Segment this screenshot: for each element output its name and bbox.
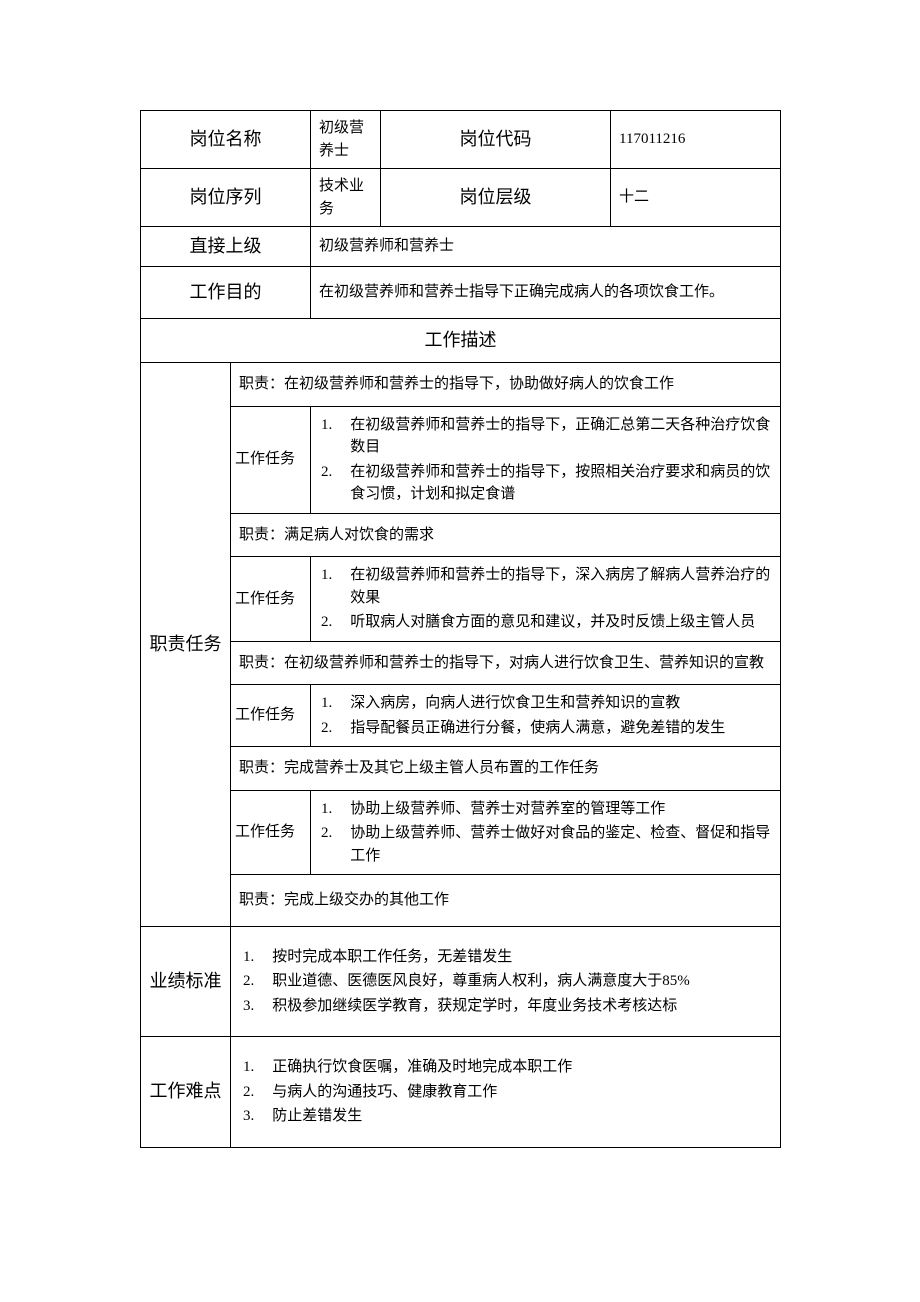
responsibility-4-title: 职责：完成营养士及其它上级主管人员布置的工作任务 [231,747,781,791]
task-label-2: 工作任务 [231,557,311,642]
position-name-label: 岗位名称 [141,111,311,169]
position-level-label: 岗位层级 [381,169,611,227]
responsibility-1-tasks: 1.在初级营养师和营养士的指导下，正确汇总第二天各种治疗饮食数目 2.在初级营养… [311,406,781,513]
responsibility-5-title: 职责：完成上级交办的其他工作 [231,875,781,927]
responsibility-3-title: 职责：在初级营养师和营养士的指导下，对病人进行饮食卫生、营养知识的宣教 [231,641,781,685]
purpose-label: 工作目的 [141,267,311,319]
position-code-label: 岗位代码 [381,111,611,169]
task-label-1: 工作任务 [231,406,311,513]
position-series-label: 岗位序列 [141,169,311,227]
responsibility-4-tasks: 1.协助上级营养师、营养士对营养室的管理等工作 2.协助上级营养师、营养士做好对… [311,790,781,875]
responsibility-2-tasks: 1.在初级营养师和营养士的指导下，深入病房了解病人营养治疗的效果 2.听取病人对… [311,557,781,642]
supervisor-label: 直接上级 [141,227,311,267]
job-description-document: 岗位名称 初级营养士 岗位代码 117011216 岗位序列 技术业务 岗位层级… [140,110,780,1148]
task-label-3: 工作任务 [231,685,311,747]
position-level-value: 十二 [611,169,781,227]
position-code-value: 117011216 [611,111,781,169]
job-table: 岗位名称 初级营养士 岗位代码 117011216 岗位序列 技术业务 岗位层级… [140,110,781,1148]
responsibility-1-title: 职责：在初级营养师和营养士的指导下，协助做好病人的饮食工作 [231,363,781,407]
position-name-value: 初级营养士 [311,111,381,169]
performance-items: 1.按时完成本职工作任务，无差错发生 2.职业道德、医德医风良好，尊重病人权利，… [231,926,781,1037]
supervisor-value: 初级营养师和营养士 [311,227,781,267]
work-description-title: 工作描述 [141,319,781,363]
responsibility-2-title: 职责：满足病人对饮食的需求 [231,513,781,557]
position-series-value: 技术业务 [311,169,381,227]
task-label-4: 工作任务 [231,790,311,875]
purpose-value: 在初级营养师和营养士指导下正确完成病人的各项饮食工作。 [311,267,781,319]
difficulty-label: 工作难点 [141,1037,231,1148]
difficulty-items: 1.正确执行饮食医嘱，准确及时地完成本职工作 2.与病人的沟通技巧、健康教育工作… [231,1037,781,1148]
responsibility-side-label: 职责任务 [141,363,231,927]
performance-label: 业绩标准 [141,926,231,1037]
responsibility-3-tasks: 1.深入病房，向病人进行饮食卫生和营养知识的宣教 2.指导配餐员正确进行分餐，使… [311,685,781,747]
